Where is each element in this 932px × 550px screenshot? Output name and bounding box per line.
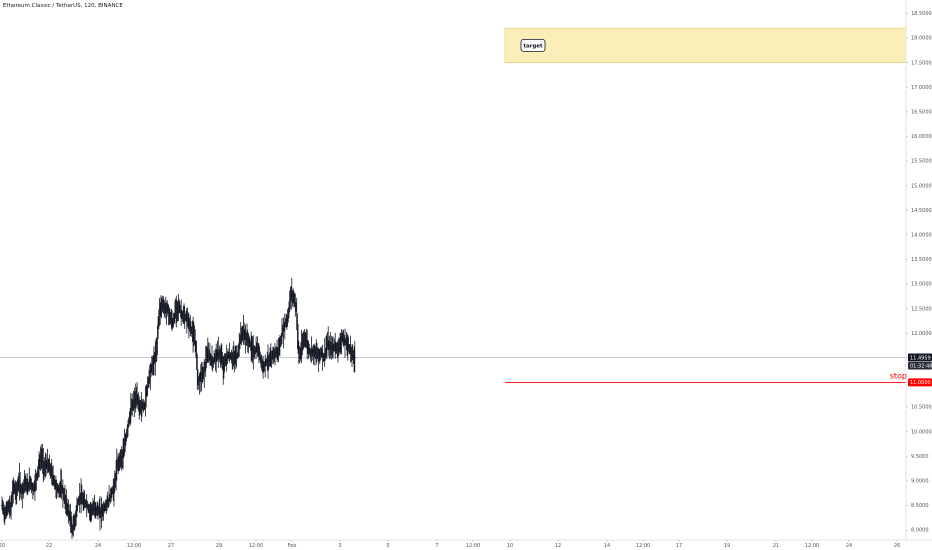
y-tick-label: 16.5000 [911,110,932,116]
y-tick-label: 12.0000 [911,331,932,337]
y-tick-label: 17.0000 [911,85,932,91]
x-tick-label: 12:00 [805,543,819,549]
chart-title: Ethereum Classic / TetherUS, 120, BINANC… [3,3,123,9]
x-tick-label: 19 [724,543,730,549]
x-tick-label: 12:00 [127,543,141,549]
countdown-value: 01:32:48 [910,364,932,370]
y-tick-label: 9.0000 [911,479,929,485]
y-tick-label: 17.5000 [911,60,932,66]
x-tick-label: 14 [604,543,610,549]
countdown-tag [908,362,932,370]
x-tick-label: 22 [46,543,52,549]
y-tick-label: 13.5000 [911,257,932,263]
y-tick-label: 16.0000 [911,134,932,140]
target-annotation-box [520,38,546,52]
target-zone [504,27,907,63]
x-tick-label: 3 [338,543,341,549]
target-annotation: target [523,43,543,49]
x-tick-label: 7 [435,543,438,549]
x-tick-label: Feb [288,543,297,549]
stop-price-value: 11.0000 [910,380,931,386]
y-tick-label: 15.0000 [911,183,932,189]
x-tick-label: 29 [216,543,222,549]
x-tick-label: 24 [95,543,101,549]
current-price-value: 11.4959 [910,355,931,361]
x-tick-label: 12:00 [636,543,650,549]
x-tick-label: 12 [555,543,561,549]
y-tick-label: 8.5000 [911,503,929,509]
y-tick-label: 15.5000 [911,159,932,165]
y-tick-label: 8.0000 [911,528,929,534]
stop-price-tag [908,378,932,387]
current-price-tag [908,353,932,362]
y-tick-label: 18.5000 [911,11,932,17]
y-tick-label: 14.0000 [911,233,932,239]
x-tick-label: 5 [386,543,389,549]
x-tick-label: 12:00 [249,543,263,549]
x-tick-label: 12:00 [466,543,480,549]
y-tick-label: 12.5000 [911,306,932,312]
x-tick-label: 21 [773,543,779,549]
y-tick-label: 10.0000 [911,429,932,435]
x-tick-label: 10 [507,543,513,549]
stop-annotation: stop [890,371,907,380]
x-tick-label: 20 [0,543,5,549]
y-tick-label: 18.0000 [911,36,932,42]
y-tick-label: 9.5000 [911,454,929,460]
y-tick-label: 13.0000 [911,282,932,288]
x-tick-label: 17 [676,543,682,549]
x-tick-label: 26 [894,543,900,549]
y-tick-label: 14.5000 [911,208,932,214]
x-tick-label: 27 [168,543,174,549]
ohlc-bar [353,341,356,372]
x-tick-label: 24 [846,543,852,549]
y-tick-label: 10.5000 [911,405,932,411]
